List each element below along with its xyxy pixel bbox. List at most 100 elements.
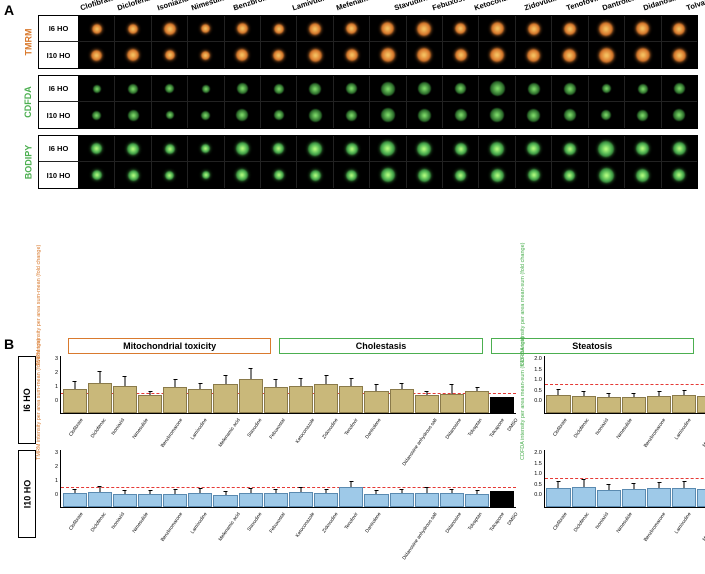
cell-blob [455, 109, 467, 121]
cell-blob [599, 168, 614, 183]
micrograph-cell [79, 136, 115, 161]
cell-blob [236, 109, 248, 121]
bar [339, 487, 363, 507]
column-header: Benzbromarone [230, 0, 289, 13]
error-bar [684, 481, 685, 488]
micrograph-cell [370, 162, 406, 188]
bar [88, 383, 112, 413]
bar [63, 493, 87, 507]
bar [138, 494, 162, 507]
micrograph-cell [188, 162, 224, 188]
micrograph-cell [516, 162, 552, 188]
bar [390, 389, 414, 413]
bar [440, 493, 464, 507]
error-bar [401, 383, 402, 389]
y-tick: 1.0 [534, 471, 542, 477]
cell-blob [599, 48, 614, 63]
cell-blob [528, 23, 540, 35]
cell-blob [381, 22, 394, 35]
column-header: Didanosine [640, 0, 683, 13]
error-bar [477, 387, 478, 390]
bar [314, 493, 338, 507]
micrograph-cell [225, 76, 261, 101]
row-label: I10 HO [39, 162, 79, 188]
micrograph-cell [625, 76, 661, 101]
cell-blob [417, 142, 431, 156]
micrograph-cell [152, 162, 188, 188]
cell-blob [91, 50, 102, 61]
micrograph-cell [589, 76, 625, 101]
column-header: Mefenamic acid [333, 0, 391, 13]
x-tick-label: Lamivudine [674, 512, 705, 548]
micrograph-cell [188, 42, 224, 68]
bar [364, 494, 388, 507]
micrograph-cell [334, 136, 370, 161]
micrograph-cell [407, 102, 443, 128]
micrograph-cell [334, 102, 370, 128]
micrograph-cell [79, 76, 115, 101]
cell-blob [490, 142, 504, 156]
micrograph-cell [188, 136, 224, 161]
row-label: I6 HO [39, 76, 79, 101]
micrograph-cell [407, 136, 443, 161]
error-bar [401, 489, 402, 494]
micrograph-cell [297, 42, 333, 68]
micrograph-cell [370, 76, 406, 101]
chart-row: I6 HOTMRM intensity per area sum-mean (f… [18, 356, 698, 444]
x-tick-label: Lamivudine [190, 418, 227, 454]
bar [572, 396, 596, 413]
bar [264, 387, 288, 413]
image-row: I6 HO [39, 76, 697, 102]
plot-area [544, 356, 705, 414]
error-bar [326, 489, 327, 494]
micrograph-cell [297, 76, 333, 101]
micrograph-cell [662, 162, 697, 188]
bar [647, 396, 671, 413]
bar [113, 386, 137, 413]
micrograph-cell [225, 136, 261, 161]
x-tick-label: Dantrolene [365, 418, 401, 453]
chart-title: Cholestasis [279, 338, 482, 354]
micrograph-cell [152, 102, 188, 128]
micrograph-cell [261, 42, 297, 68]
y-tick: 1 [50, 478, 58, 484]
micrograph-cell [152, 76, 188, 101]
cell-blob [418, 169, 431, 182]
y-tick: 2 [50, 370, 58, 376]
column-header: Nimesulide [188, 0, 231, 13]
x-tick-label: Lamivudine [190, 512, 227, 548]
error-bar [451, 489, 452, 494]
micrograph-cell [516, 76, 552, 101]
bar [697, 396, 705, 413]
cell-blob [346, 110, 357, 121]
dye-block: BODIPYI6 HOI10 HO [18, 135, 698, 189]
cell-blob [673, 109, 685, 121]
micrograph-cell [625, 42, 661, 68]
y-tick: 2.0 [534, 450, 542, 456]
x-labels: ClofibrateDiclofenacIsoniazidNimesulideB… [544, 414, 705, 444]
cell-blob [490, 108, 504, 122]
cell-blob [346, 49, 358, 61]
error-bar [150, 490, 151, 494]
cell-blob [599, 22, 613, 36]
cell-blob [598, 141, 614, 157]
micrograph-cell [625, 16, 661, 41]
y-tick: 0.0 [534, 492, 542, 498]
bar [546, 395, 570, 413]
cell-blob [602, 84, 611, 93]
error-bar [275, 379, 276, 387]
error-bar [74, 381, 75, 389]
cell-blob [490, 48, 504, 62]
y-axis-label: TMRM intensity per area sum-mean (fold c… [36, 410, 42, 460]
dye-label: BODIPY [23, 145, 33, 180]
cell-blob [527, 109, 540, 122]
column-header: Diclofenac [114, 0, 155, 13]
bar [88, 492, 112, 507]
error-bar [608, 484, 609, 490]
cell-blob [128, 84, 138, 94]
error-bar [633, 483, 634, 489]
image-row: I10 HO [39, 162, 697, 188]
cell-blob [309, 23, 321, 35]
bar [188, 493, 212, 507]
error-bar [426, 487, 427, 493]
